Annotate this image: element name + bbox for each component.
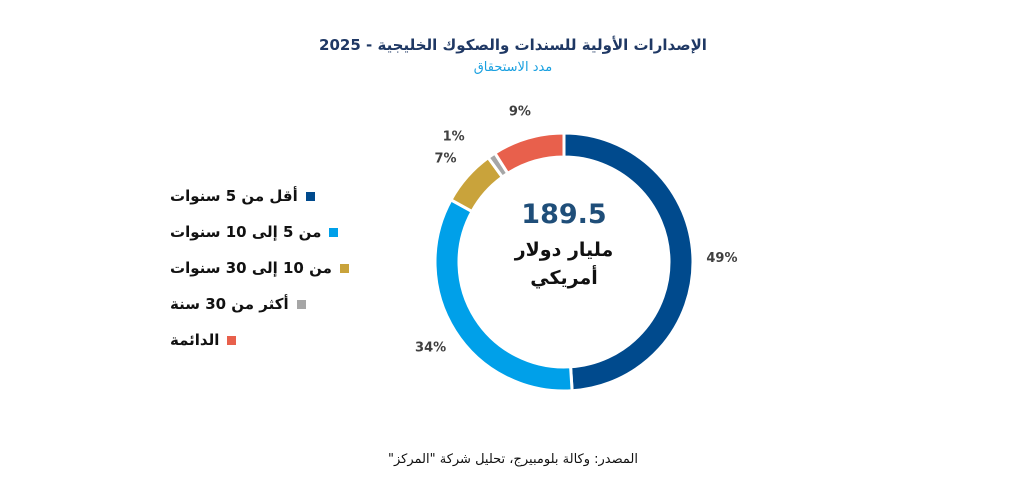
legend-swatch-3 (339, 263, 349, 273)
legend-item-4: أكثر من 30 سنة (170, 286, 410, 322)
donut-slice-1 (562, 131, 695, 393)
legend-swatch-2 (329, 227, 339, 237)
slice-label-5: 9% (509, 104, 531, 119)
chart-subtitle: مدد الاستحقاق (473, 60, 553, 75)
legend-label-1: أقل من 5 سنوات (170, 187, 298, 205)
center-unit-line1: مليار دولار (514, 239, 614, 261)
slice-label-1: 49% (706, 251, 737, 266)
source-note: المصدر: وكالة بلومبيرج، تحليل شركة "المر… (388, 452, 638, 467)
legend-label-5: الدائمة (170, 331, 220, 349)
legend-label-2: من 5 إلى 10 سنوات (170, 223, 322, 241)
center-total-value: 189.5 (521, 199, 606, 230)
slice-label-2: 34% (415, 341, 446, 356)
chart-title: الإصدارات الأولية للسندات والصكوك الخليج… (319, 36, 707, 54)
legend-swatch-4 (296, 299, 306, 309)
legend-label-3: من 10 إلى 30 سنوات (170, 259, 332, 277)
slice-label-3: 7% (434, 152, 456, 167)
legend-item-2: من 5 إلى 10 سنوات (170, 214, 410, 250)
legend-item-1: أقل من 5 سنوات (170, 178, 410, 214)
legend-item-3: من 10 إلى 30 سنوات (170, 250, 410, 286)
center-unit-line2: أمريكي (530, 265, 598, 289)
legend-label-4: أكثر من 30 سنة (170, 295, 289, 313)
donut-slice-5 (492, 131, 566, 176)
legend-item-5: الدائمة (170, 322, 410, 358)
legend-swatch-1 (305, 191, 315, 201)
legend: أقل من 5 سنوات من 5 إلى 10 سنوات من 10 إلى… (170, 178, 410, 358)
legend-swatch-5 (227, 335, 237, 345)
slice-label-4: 1% (443, 129, 465, 144)
